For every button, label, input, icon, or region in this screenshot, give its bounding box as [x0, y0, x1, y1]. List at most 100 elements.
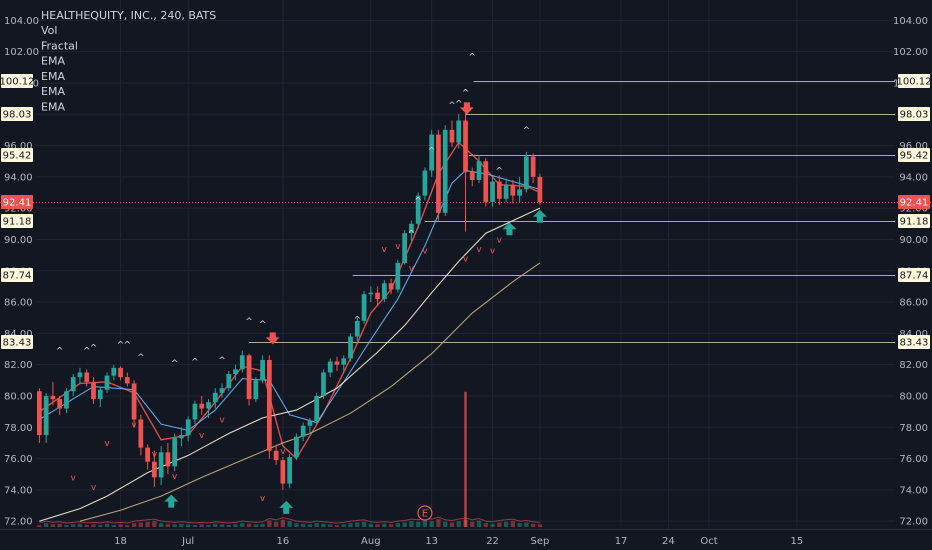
time-tick-label: Aug — [361, 536, 381, 547]
candle-body — [415, 195, 421, 224]
price-tag — [898, 214, 930, 228]
fractal-down-marker: v — [497, 236, 503, 246]
candle-body — [77, 372, 83, 378]
volume-bar — [307, 524, 313, 527]
indicator-label: EMA — [41, 55, 65, 68]
price-tag-label: 95.42 — [3, 151, 32, 162]
price-tag — [1, 335, 33, 349]
candle-body — [510, 184, 516, 196]
candle-body — [300, 425, 306, 437]
candle-body — [490, 181, 495, 202]
fractal-up-marker: ^ — [408, 229, 416, 239]
candle-body — [483, 161, 489, 202]
volume-bar — [449, 522, 455, 527]
price-tick-label: 102.00 — [893, 47, 928, 58]
volume-bar — [497, 522, 502, 527]
candle-body — [449, 129, 455, 143]
fractal-down-marker: v — [267, 428, 273, 438]
fractal-up-marker: ^ — [455, 99, 463, 109]
volume-bar — [98, 525, 103, 527]
fractal-down-marker: v — [490, 247, 496, 257]
time-tick-label: Sep — [530, 536, 549, 547]
volume-bar — [456, 521, 461, 527]
price-tick-label: 84.00 — [899, 329, 928, 340]
chart-title: HEALTHEQUITY, INC., 240, BATS — [41, 9, 216, 22]
volume-bar — [470, 521, 475, 527]
volume-bar — [192, 525, 198, 527]
time-tick-label: 16 — [277, 536, 290, 547]
candle-body — [503, 184, 509, 199]
volume-bars — [37, 391, 543, 527]
candle-body — [409, 223, 414, 234]
candle-body — [260, 359, 265, 381]
candle-body — [402, 233, 407, 263]
candle-body — [212, 392, 218, 403]
fractal-up-marker: ^ — [124, 340, 132, 350]
candle-body — [43, 395, 49, 436]
fractal-down-marker: v — [463, 254, 469, 264]
fractal-down-marker: v — [131, 420, 137, 430]
candle-body — [280, 460, 286, 484]
candle-body — [226, 374, 232, 389]
fractal-up-marker: ^ — [83, 347, 91, 357]
price-tick-label: 102.00 — [4, 47, 39, 58]
price-tag — [1, 148, 33, 162]
candle-body — [199, 403, 205, 409]
price-tag — [1, 195, 33, 209]
fractal-down-marker: v — [104, 439, 110, 449]
volume-bar — [483, 523, 488, 527]
fractal-up-marker: ^ — [414, 196, 422, 206]
candle-body — [469, 172, 475, 180]
volume-bar — [328, 524, 333, 527]
candles — [37, 111, 543, 490]
fractal-down-marker: v — [172, 472, 178, 482]
fractal-up-marker: ^ — [523, 126, 531, 136]
buy-arrow-icon — [279, 500, 294, 514]
candle-body — [57, 399, 63, 409]
volume-bar — [199, 524, 204, 527]
price-tag-label: 92.41 — [900, 198, 929, 209]
candle-body — [158, 452, 164, 478]
indicator-list: Vol Fractal EMA EMA EMA EMA — [41, 24, 78, 114]
candle-body — [192, 403, 198, 420]
fractal-down-marker: v — [219, 416, 225, 426]
price-axis-right[interactable]: 104.00102.00100.0098.0096.0094.0092.0090… — [893, 16, 932, 528]
candle-body — [246, 355, 252, 400]
candle-body — [456, 120, 462, 143]
volume-bar — [510, 521, 516, 527]
volume-bar — [436, 519, 441, 527]
volume-bar — [517, 523, 522, 527]
candle-body — [442, 129, 448, 213]
fractal-up-marker: ^ — [496, 167, 504, 177]
volume-bar — [226, 525, 231, 527]
fractal-up-marker: ^ — [462, 88, 470, 98]
time-tick-label: 17 — [615, 536, 628, 547]
price-tag-label: 83.43 — [900, 338, 929, 349]
price-axis-left[interactable]: 104.00102.00100.0098.0096.0094.0092.0090… — [0, 16, 39, 528]
fractal-up-marker: ^ — [218, 356, 226, 366]
price-tag — [898, 148, 930, 162]
price-tick-label: 78.00 — [4, 423, 33, 434]
candle-body — [530, 156, 536, 177]
price-tag — [1, 214, 33, 228]
price-tick-label: 74.00 — [899, 485, 928, 496]
volume-bar — [131, 523, 137, 527]
earnings-marker[interactable]: E — [417, 505, 433, 521]
indicator-label: EMA — [41, 101, 65, 114]
price-tag-label: 87.74 — [900, 271, 929, 282]
candle-body — [375, 292, 380, 299]
price-tick-label: 78.00 — [899, 423, 928, 434]
candle-body — [266, 359, 272, 451]
volume-bar — [273, 521, 279, 527]
time-axis[interactable]: 18 Jul 16 Aug 13 22 Sep 17 24 Oct 15 — [114, 536, 803, 547]
candle-body — [537, 176, 543, 202]
volume-bar — [260, 523, 265, 527]
volume-bar — [118, 524, 123, 527]
volume-bar — [186, 524, 191, 527]
time-tick-label: 22 — [486, 536, 499, 547]
time-tick-label: Oct — [700, 536, 717, 547]
buy-arrow-icon — [164, 494, 179, 508]
volume-bar — [111, 525, 116, 527]
volume-bar — [355, 522, 360, 527]
